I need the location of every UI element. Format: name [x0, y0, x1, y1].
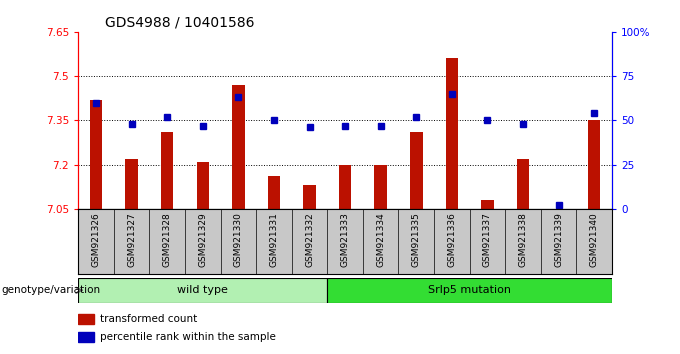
- Bar: [125, 159, 138, 209]
- Text: Srlp5 mutation: Srlp5 mutation: [428, 285, 511, 295]
- Bar: [161, 132, 173, 209]
- Bar: [481, 200, 494, 209]
- Text: genotype/variation: genotype/variation: [1, 285, 101, 295]
- Bar: [375, 165, 387, 209]
- Bar: [90, 100, 102, 209]
- Text: GSM921336: GSM921336: [447, 212, 456, 267]
- Text: transformed count: transformed count: [101, 314, 198, 324]
- Bar: [410, 132, 422, 209]
- Text: GSM921330: GSM921330: [234, 212, 243, 267]
- Text: GSM921337: GSM921337: [483, 212, 492, 267]
- Bar: [78, 332, 94, 342]
- Text: GSM921333: GSM921333: [341, 212, 350, 267]
- Text: GSM921340: GSM921340: [590, 212, 598, 267]
- Bar: [588, 120, 600, 209]
- Text: GSM921326: GSM921326: [92, 212, 101, 267]
- Text: GDS4988 / 10401586: GDS4988 / 10401586: [105, 15, 254, 29]
- Bar: [517, 159, 529, 209]
- Text: percentile rank within the sample: percentile rank within the sample: [101, 332, 276, 342]
- Text: wild type: wild type: [177, 285, 228, 295]
- Bar: [232, 85, 245, 209]
- Bar: [303, 185, 316, 209]
- Bar: [339, 165, 352, 209]
- Text: GSM921334: GSM921334: [376, 212, 385, 267]
- FancyBboxPatch shape: [327, 278, 612, 303]
- Bar: [197, 162, 209, 209]
- FancyBboxPatch shape: [78, 278, 327, 303]
- Text: GSM921339: GSM921339: [554, 212, 563, 267]
- Text: GSM921332: GSM921332: [305, 212, 314, 267]
- Text: GSM921338: GSM921338: [519, 212, 528, 267]
- Text: GSM921329: GSM921329: [199, 212, 207, 267]
- Bar: [78, 314, 94, 324]
- Text: GSM921331: GSM921331: [269, 212, 278, 267]
- Bar: [445, 58, 458, 209]
- Text: GSM921328: GSM921328: [163, 212, 171, 267]
- Text: GSM921327: GSM921327: [127, 212, 136, 267]
- Text: GSM921335: GSM921335: [412, 212, 421, 267]
- Bar: [268, 176, 280, 209]
